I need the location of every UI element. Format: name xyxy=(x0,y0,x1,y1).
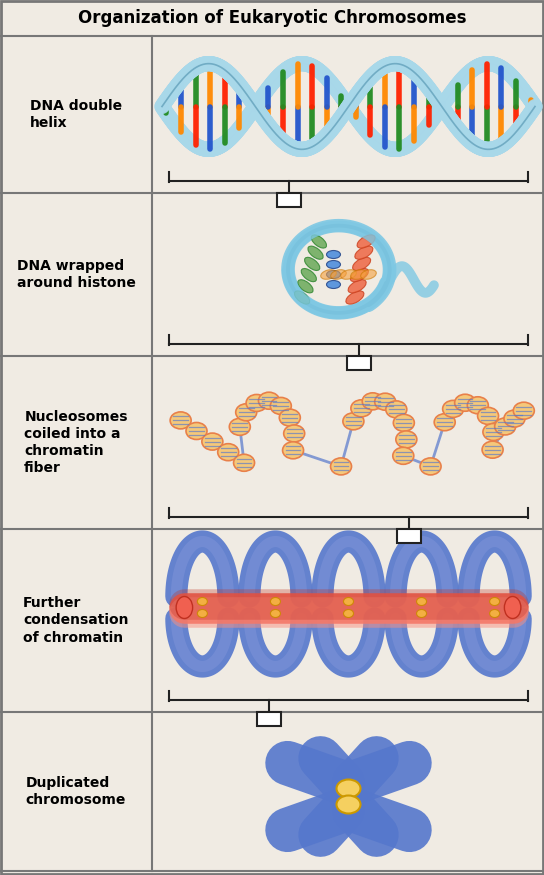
Ellipse shape xyxy=(341,270,356,279)
Text: Nucleosomes
coiled into a
chromatin
fiber: Nucleosomes coiled into a chromatin fibe… xyxy=(24,410,128,475)
Ellipse shape xyxy=(420,458,441,475)
Ellipse shape xyxy=(386,401,407,418)
Ellipse shape xyxy=(348,280,366,293)
Ellipse shape xyxy=(311,234,326,248)
Bar xyxy=(276,193,300,207)
Ellipse shape xyxy=(170,412,191,429)
Ellipse shape xyxy=(197,610,207,618)
Ellipse shape xyxy=(331,458,351,475)
Ellipse shape xyxy=(337,780,361,797)
Ellipse shape xyxy=(375,393,395,410)
Ellipse shape xyxy=(326,281,341,289)
Ellipse shape xyxy=(490,598,499,605)
Bar xyxy=(347,356,370,370)
Ellipse shape xyxy=(350,269,368,282)
Ellipse shape xyxy=(236,403,257,421)
Ellipse shape xyxy=(308,246,323,259)
Ellipse shape xyxy=(326,250,341,258)
Ellipse shape xyxy=(258,392,280,410)
Ellipse shape xyxy=(393,447,414,465)
Ellipse shape xyxy=(326,270,341,278)
Ellipse shape xyxy=(434,414,455,430)
Ellipse shape xyxy=(337,795,361,814)
Ellipse shape xyxy=(197,598,207,605)
Ellipse shape xyxy=(483,424,504,440)
Text: Further
condensation
of chromatin: Further condensation of chromatin xyxy=(23,596,129,645)
Text: Organization of Eukaryotic Chromosomes: Organization of Eukaryotic Chromosomes xyxy=(78,9,466,27)
Ellipse shape xyxy=(490,610,499,618)
Text: DNA wrapped
around histone: DNA wrapped around histone xyxy=(16,259,135,290)
Text: Duplicated
chromosome: Duplicated chromosome xyxy=(26,776,126,807)
Ellipse shape xyxy=(270,397,291,415)
Ellipse shape xyxy=(482,441,503,458)
Ellipse shape xyxy=(396,430,417,448)
Ellipse shape xyxy=(355,246,373,259)
Ellipse shape xyxy=(233,454,255,472)
Ellipse shape xyxy=(514,402,534,419)
Ellipse shape xyxy=(326,261,341,269)
Ellipse shape xyxy=(202,433,223,450)
Ellipse shape xyxy=(351,270,366,279)
Ellipse shape xyxy=(283,425,305,442)
Ellipse shape xyxy=(298,280,313,293)
Ellipse shape xyxy=(176,597,193,619)
Ellipse shape xyxy=(417,598,426,605)
Ellipse shape xyxy=(343,413,364,430)
Ellipse shape xyxy=(393,415,415,431)
Ellipse shape xyxy=(270,610,281,618)
Ellipse shape xyxy=(417,610,426,618)
Ellipse shape xyxy=(246,395,267,411)
Ellipse shape xyxy=(357,234,375,248)
Ellipse shape xyxy=(279,410,300,426)
Ellipse shape xyxy=(282,442,304,458)
Ellipse shape xyxy=(455,395,475,411)
Ellipse shape xyxy=(504,597,521,619)
Bar xyxy=(257,712,281,726)
Ellipse shape xyxy=(494,418,516,435)
Ellipse shape xyxy=(361,270,376,279)
Ellipse shape xyxy=(331,270,347,279)
Ellipse shape xyxy=(186,423,207,439)
Ellipse shape xyxy=(320,270,336,279)
Ellipse shape xyxy=(467,396,489,414)
Text: DNA double
helix: DNA double helix xyxy=(30,99,122,130)
Ellipse shape xyxy=(343,610,354,618)
Ellipse shape xyxy=(351,400,372,416)
Ellipse shape xyxy=(343,598,354,605)
Ellipse shape xyxy=(443,401,463,417)
Ellipse shape xyxy=(270,598,281,605)
Ellipse shape xyxy=(294,290,310,304)
Ellipse shape xyxy=(362,393,383,410)
Ellipse shape xyxy=(504,410,525,427)
Ellipse shape xyxy=(478,408,498,424)
Ellipse shape xyxy=(346,290,364,304)
Ellipse shape xyxy=(301,269,317,282)
Ellipse shape xyxy=(230,418,250,435)
Ellipse shape xyxy=(353,257,370,270)
Ellipse shape xyxy=(218,444,239,460)
Ellipse shape xyxy=(305,257,320,270)
Bar xyxy=(397,529,421,543)
